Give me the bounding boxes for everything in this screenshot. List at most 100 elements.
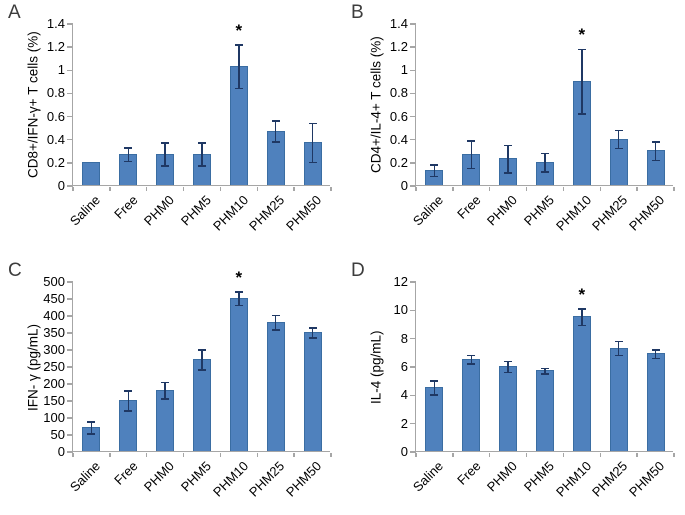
y-tick [410, 337, 416, 340]
y-tick [67, 366, 73, 368]
y-tick [410, 394, 416, 397]
x-tick-label: PHM0 [140, 458, 178, 495]
y-tick-label: 400 [43, 308, 65, 323]
x-tick [525, 452, 528, 457]
x-tick [673, 452, 675, 457]
error-bar-stem [654, 142, 657, 161]
error-bar-stem [433, 381, 436, 396]
x-tick [330, 186, 332, 191]
error-bar-cap [161, 398, 170, 400]
y-tick [67, 162, 73, 164]
y-tick [67, 115, 73, 118]
y-tick-label: 0 [57, 178, 65, 193]
x-tick-label: PHM50 [626, 458, 668, 500]
y-tick [410, 185, 416, 187]
bar-phm10 [229, 298, 248, 451]
x-tick [219, 452, 222, 457]
error-bar-cap [161, 165, 170, 167]
y-tick-label: 150 [43, 393, 65, 408]
x-tick-label: PHM25 [246, 458, 288, 500]
y-tick [410, 162, 416, 164]
x-tick-label: PHM50 [283, 458, 325, 500]
y-tick-label: 1 [57, 62, 65, 78]
error-bar-cap [87, 421, 96, 423]
x-tick [562, 186, 565, 191]
y-tick-label: 1 [400, 62, 408, 78]
significance-asterisk: * [235, 20, 243, 40]
error-bar-cap [504, 360, 513, 363]
y-tick [67, 281, 73, 283]
panel-letter-a: A [8, 2, 21, 23]
error-bar-cap [614, 354, 623, 357]
x-tick [182, 186, 185, 191]
panel-letter-b: B [351, 2, 364, 23]
bar-phm25 [266, 321, 285, 451]
error-bar-cap [651, 357, 660, 359]
y-tick-label: 100 [43, 410, 65, 425]
x-tick-label: Saline [410, 192, 447, 229]
error-bar-cap [614, 340, 623, 343]
significance-asterisk: * [578, 284, 586, 304]
x-tick [72, 452, 74, 457]
x-tick [452, 186, 454, 191]
error-bar-cap [541, 152, 549, 155]
x-tick [488, 186, 491, 191]
error-bar-cap [577, 308, 586, 310]
panel-c: C IFN- γ (pg/mL) 0 50 100 150 200 250 300 350 40… [0, 258, 342, 515]
error-bar-cap [504, 144, 513, 147]
x-tick-label: PHM10 [209, 458, 251, 500]
panel-a: A CD8+/IFN-γ+ T cells (%) 0 0.2 0.4 0.6 0.8 1… [0, 0, 342, 257]
bar-phm5 [193, 359, 211, 451]
error-bar-cap [467, 363, 476, 365]
y-tick [67, 298, 73, 300]
y-tick-label: 0.4 [46, 131, 65, 147]
y-tick [67, 185, 73, 187]
error-bar-stem [470, 140, 473, 169]
error-bar-cap [271, 314, 280, 317]
error-bar-cap [308, 122, 317, 125]
x-tick-label: PHM10 [552, 458, 594, 500]
error-bar-stem [507, 361, 509, 373]
error-bar-stem [238, 292, 240, 306]
y-tick [67, 46, 73, 48]
significance-asterisk: * [235, 268, 243, 288]
error-bar-cap [161, 142, 170, 144]
error-bar-cap [541, 373, 549, 375]
x-tick [182, 452, 185, 457]
x-tick [525, 186, 528, 191]
y-tick-label: 50 [50, 427, 65, 442]
bar-phm50 [303, 332, 322, 451]
y-tick-label: 0.8 [46, 85, 65, 101]
y-tick [410, 92, 416, 95]
x-tick [636, 186, 638, 191]
y-tick [410, 23, 416, 25]
y-tick-label: 0.2 [389, 154, 408, 170]
error-bar-cap [271, 329, 280, 331]
error-bar-cap [234, 291, 243, 293]
error-bar-cap [87, 433, 96, 435]
error-bar-cap [198, 165, 206, 167]
error-bar-stem [90, 422, 93, 435]
y-tick-label: 0.8 [389, 85, 408, 101]
y-tick [410, 138, 416, 141]
error-bar-cap [541, 367, 549, 370]
error-bar-cap [198, 369, 206, 371]
x-tick-label: Free [110, 458, 141, 488]
error-bar-cap [467, 354, 476, 357]
error-bar-cap [308, 337, 317, 339]
x-tick-label: PHM0 [483, 458, 521, 495]
x-tick [415, 452, 417, 457]
error-bar-cap [271, 120, 280, 122]
x-tick [293, 452, 295, 457]
panel-letter-c: C [8, 260, 22, 281]
x-tick [599, 186, 602, 191]
bar-phm50 [646, 353, 665, 451]
x-tick [293, 186, 295, 191]
error-bar-cap [430, 380, 439, 382]
x-tick [452, 452, 454, 457]
y-tick [67, 417, 73, 419]
y-tick-label: 0 [400, 444, 408, 459]
y-tick [67, 400, 73, 402]
error-bar-cap [577, 48, 586, 51]
